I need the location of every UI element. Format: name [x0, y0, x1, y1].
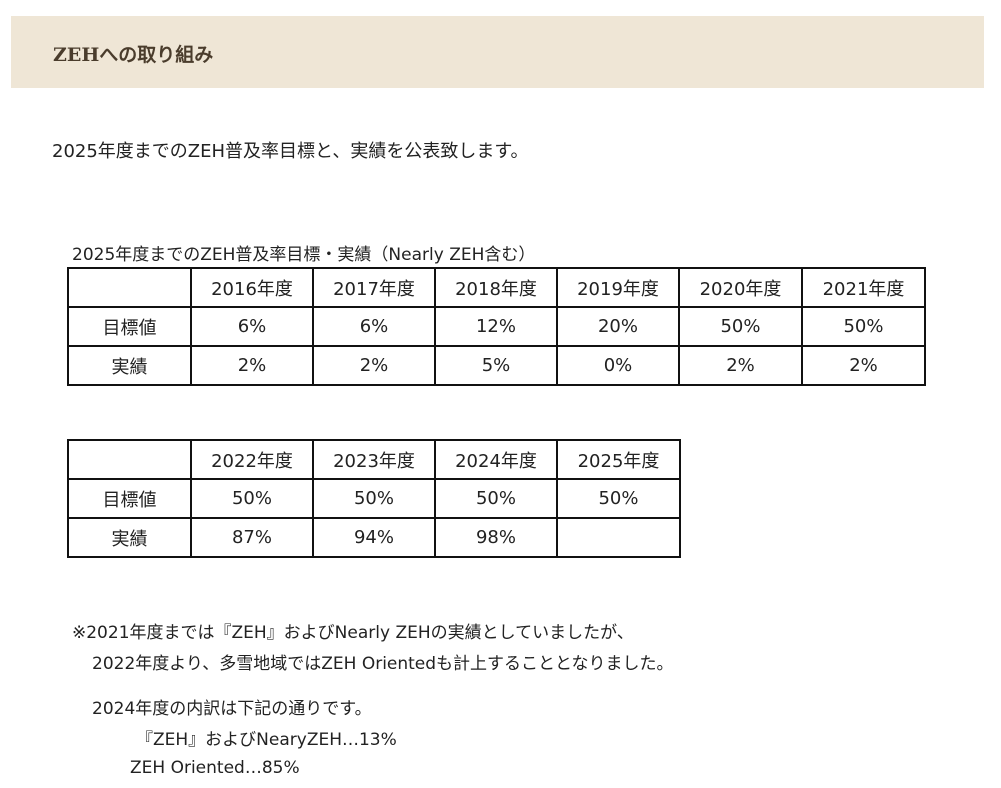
intro-text: 2025年度までのZEH普及率目標と、実績を公表致します。 — [52, 141, 529, 162]
note-line-1: ※2021年度までは『ZEH』およびNearly ZEHの実績としていましたが、 — [72, 623, 634, 643]
year-header-cell: 2025年度 — [556, 439, 681, 480]
result-value-cell — [556, 517, 681, 558]
year-header-cell: 2017年度 — [312, 267, 436, 308]
year-header-cell: 2024年度 — [434, 439, 558, 480]
target-value-cell: 50% — [556, 478, 681, 519]
target-value-cell: 6% — [190, 306, 314, 347]
target-value-cell: 20% — [556, 306, 680, 347]
year-header-cell: 2018年度 — [434, 267, 558, 308]
target-value-cell: 50% — [801, 306, 926, 347]
result-row: 実績 87% 94% 98% — [67, 517, 681, 558]
note-line-2: 2022年度より、多雪地域ではZEH Orientedも計上することとなりました… — [92, 654, 674, 674]
target-value-cell: 50% — [312, 478, 436, 519]
note-breakdown-zeh: 『ZEH』およびNearyZEH…13% — [136, 730, 397, 750]
result-value-cell: 2% — [312, 345, 436, 386]
target-value-cell: 50% — [434, 478, 558, 519]
result-value-cell: 5% — [434, 345, 558, 386]
year-header-cell: 2019年度 — [556, 267, 680, 308]
note-line-3: 2024年度の内訳は下記の通りです。 — [92, 699, 372, 719]
year-header-cell: 2023年度 — [312, 439, 436, 480]
year-header-cell: 2022年度 — [190, 439, 314, 480]
row-label-result: 実績 — [67, 345, 192, 386]
target-value-cell: 50% — [678, 306, 803, 347]
result-value-cell: 2% — [678, 345, 803, 386]
table-corner-cell — [67, 267, 192, 308]
result-value-cell: 98% — [434, 517, 558, 558]
result-value-cell: 2% — [801, 345, 926, 386]
result-row: 実績 2% 2% 5% 0% 2% 2% — [67, 345, 926, 386]
zeh-table-2016-2021: 2016年度 2017年度 2018年度 2019年度 2020年度 2021年… — [67, 267, 926, 386]
target-value-cell: 12% — [434, 306, 558, 347]
section-header: ZEHへの取り組み — [11, 16, 984, 88]
note-breakdown-oriented: ZEH Oriented…85% — [130, 758, 300, 778]
result-value-cell: 94% — [312, 517, 436, 558]
zeh-table-2022-2025: 2022年度 2023年度 2024年度 2025年度 目標値 50% 50% … — [67, 439, 681, 558]
year-header-cell: 2020年度 — [678, 267, 803, 308]
target-value-cell: 50% — [190, 478, 314, 519]
row-label-target: 目標値 — [67, 478, 192, 519]
table-header-row: 2022年度 2023年度 2024年度 2025年度 — [67, 439, 681, 480]
target-value-cell: 6% — [312, 306, 436, 347]
result-value-cell: 2% — [190, 345, 314, 386]
table-caption: 2025年度までのZEH普及率目標・実績（Nearly ZEH含む） — [72, 245, 536, 265]
row-label-target: 目標値 — [67, 306, 192, 347]
year-header-cell: 2016年度 — [190, 267, 314, 308]
result-value-cell: 0% — [556, 345, 680, 386]
target-row: 目標値 6% 6% 12% 20% 50% 50% — [67, 306, 926, 347]
target-row: 目標値 50% 50% 50% 50% — [67, 478, 681, 519]
result-value-cell: 87% — [190, 517, 314, 558]
year-header-cell: 2021年度 — [801, 267, 926, 308]
table-corner-cell — [67, 439, 192, 480]
table-header-row: 2016年度 2017年度 2018年度 2019年度 2020年度 2021年… — [67, 267, 926, 308]
row-label-result: 実績 — [67, 517, 192, 558]
section-title: ZEHへの取り組み — [53, 44, 214, 66]
